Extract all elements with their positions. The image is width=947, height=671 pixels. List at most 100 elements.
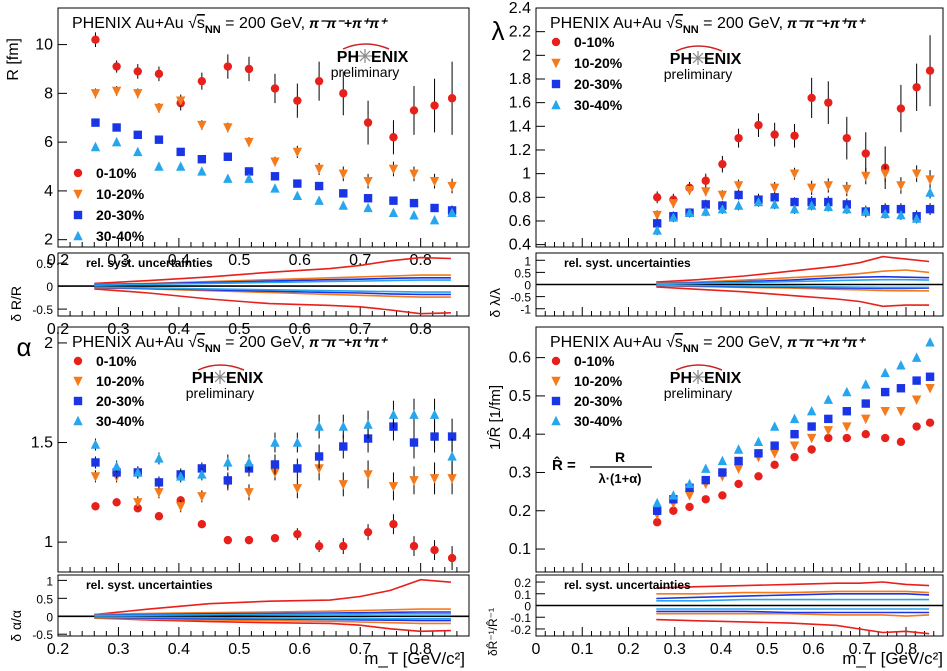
data-point: [389, 196, 398, 205]
x-tick-label: 0.4: [168, 321, 190, 338]
syst-band-upper: [656, 592, 930, 600]
data-point: [652, 219, 662, 228]
syst-band-lower: [94, 616, 451, 622]
x-tick-label: 0.4: [168, 252, 190, 269]
data-point: [112, 123, 121, 132]
data-point: [912, 83, 921, 92]
data-point: [197, 155, 207, 164]
data-point: [175, 96, 186, 106]
data-point: [668, 490, 679, 500]
data-point: [652, 518, 662, 527]
y-tick-label: 6: [44, 134, 53, 151]
data-point: [911, 213, 922, 223]
data-point: [111, 461, 122, 471]
data-point: [339, 541, 348, 551]
data-point: [292, 190, 303, 200]
y-tick-label: 8: [44, 85, 53, 102]
y-tick-label: 0.5: [514, 266, 531, 280]
data-point: [154, 488, 164, 498]
data-point: [388, 482, 399, 492]
data-point: [244, 488, 254, 498]
data-point: [734, 479, 743, 489]
data-point: [409, 541, 419, 551]
y-tick-label: 0.1: [509, 541, 531, 558]
data-point: [91, 118, 100, 127]
legend-label: 30-40%: [574, 413, 623, 429]
data-point: [718, 491, 727, 500]
x-tick-label: 0.1: [571, 641, 593, 658]
data-point: [314, 421, 324, 431]
data-point: [430, 545, 439, 555]
x-tick-label: 0.8: [410, 252, 432, 269]
y-tick-label: 0: [524, 279, 531, 293]
data-point: [717, 190, 728, 201]
data-point: [925, 187, 935, 197]
y-tick-label: 0: [524, 600, 531, 614]
data-point: [223, 173, 233, 183]
data-point: [363, 118, 373, 127]
data-point: [861, 206, 871, 216]
syst-label: rel. syst. uncertainties: [564, 578, 691, 592]
data-point: [896, 204, 906, 214]
data-point: [770, 193, 779, 202]
legend-label: 0-10%: [574, 353, 615, 369]
legend-marker: [73, 189, 83, 200]
data-point: [339, 89, 348, 98]
data-point: [734, 190, 743, 200]
data-point: [701, 495, 710, 504]
data-point: [223, 152, 233, 161]
syst-band-lower: [656, 610, 930, 614]
formula-rhat: R̂ = Rλ·(1+α): [552, 449, 652, 486]
data-point: [789, 169, 800, 179]
logo-arc: [197, 364, 245, 371]
panel-alpha: 1 1.5 2α PHENIX Au+Au √sNN = 200 GeV, π⁻π⁻+…: [16, 326, 470, 573]
data-point: [911, 169, 922, 179]
legend-marker: [73, 376, 83, 387]
data-point: [769, 199, 780, 209]
data-point: [388, 409, 399, 419]
legend-marker: [73, 356, 83, 366]
data-point: [175, 471, 186, 481]
data-point: [90, 89, 101, 99]
data-point: [388, 207, 399, 218]
data-point: [447, 207, 457, 218]
data-point: [90, 141, 101, 152]
data-point: [389, 519, 398, 529]
data-point: [824, 414, 833, 424]
data-point: [925, 66, 935, 75]
data-point: [807, 93, 816, 103]
x-tick-label: 0.3: [107, 252, 129, 269]
y-axis-label: δ α/α: [8, 610, 24, 642]
y-tick-label: 0: [46, 280, 53, 294]
data-point: [409, 169, 419, 180]
data-point: [91, 35, 100, 44]
y-tick-label: 0.8: [509, 189, 531, 206]
y-tick-label: 0.3: [509, 464, 531, 481]
data-point: [447, 94, 457, 103]
y-tick-label: -0.2: [510, 623, 531, 637]
data-point: [896, 360, 906, 370]
data-point: [292, 484, 303, 494]
data-point: [197, 76, 207, 86]
data-point: [270, 84, 280, 93]
data-point: [314, 164, 324, 175]
y-tick-label: 1: [524, 254, 531, 268]
data-point: [244, 64, 254, 74]
logo-star-ray: [219, 376, 226, 383]
y-tick-label: 0.2: [514, 576, 531, 590]
panel-title: PHENIX Au+Au √sNN = 200 GeV, π⁻π⁻+π⁺π⁺: [550, 334, 866, 355]
legend-marker: [551, 37, 561, 47]
y-tick-label: 0.5: [36, 592, 53, 606]
formula-numerator: R: [615, 449, 625, 465]
data-point: [112, 498, 121, 507]
syst-band-upper: [94, 279, 451, 286]
data-point: [338, 169, 348, 180]
data-point: [409, 210, 419, 220]
data-point: [701, 206, 711, 216]
y-axis-label: δ R/R: [8, 286, 24, 322]
syst-band-upper: [94, 612, 451, 617]
syst-band-lower: [94, 616, 451, 620]
data-point: [789, 413, 800, 424]
data-point: [154, 453, 164, 463]
